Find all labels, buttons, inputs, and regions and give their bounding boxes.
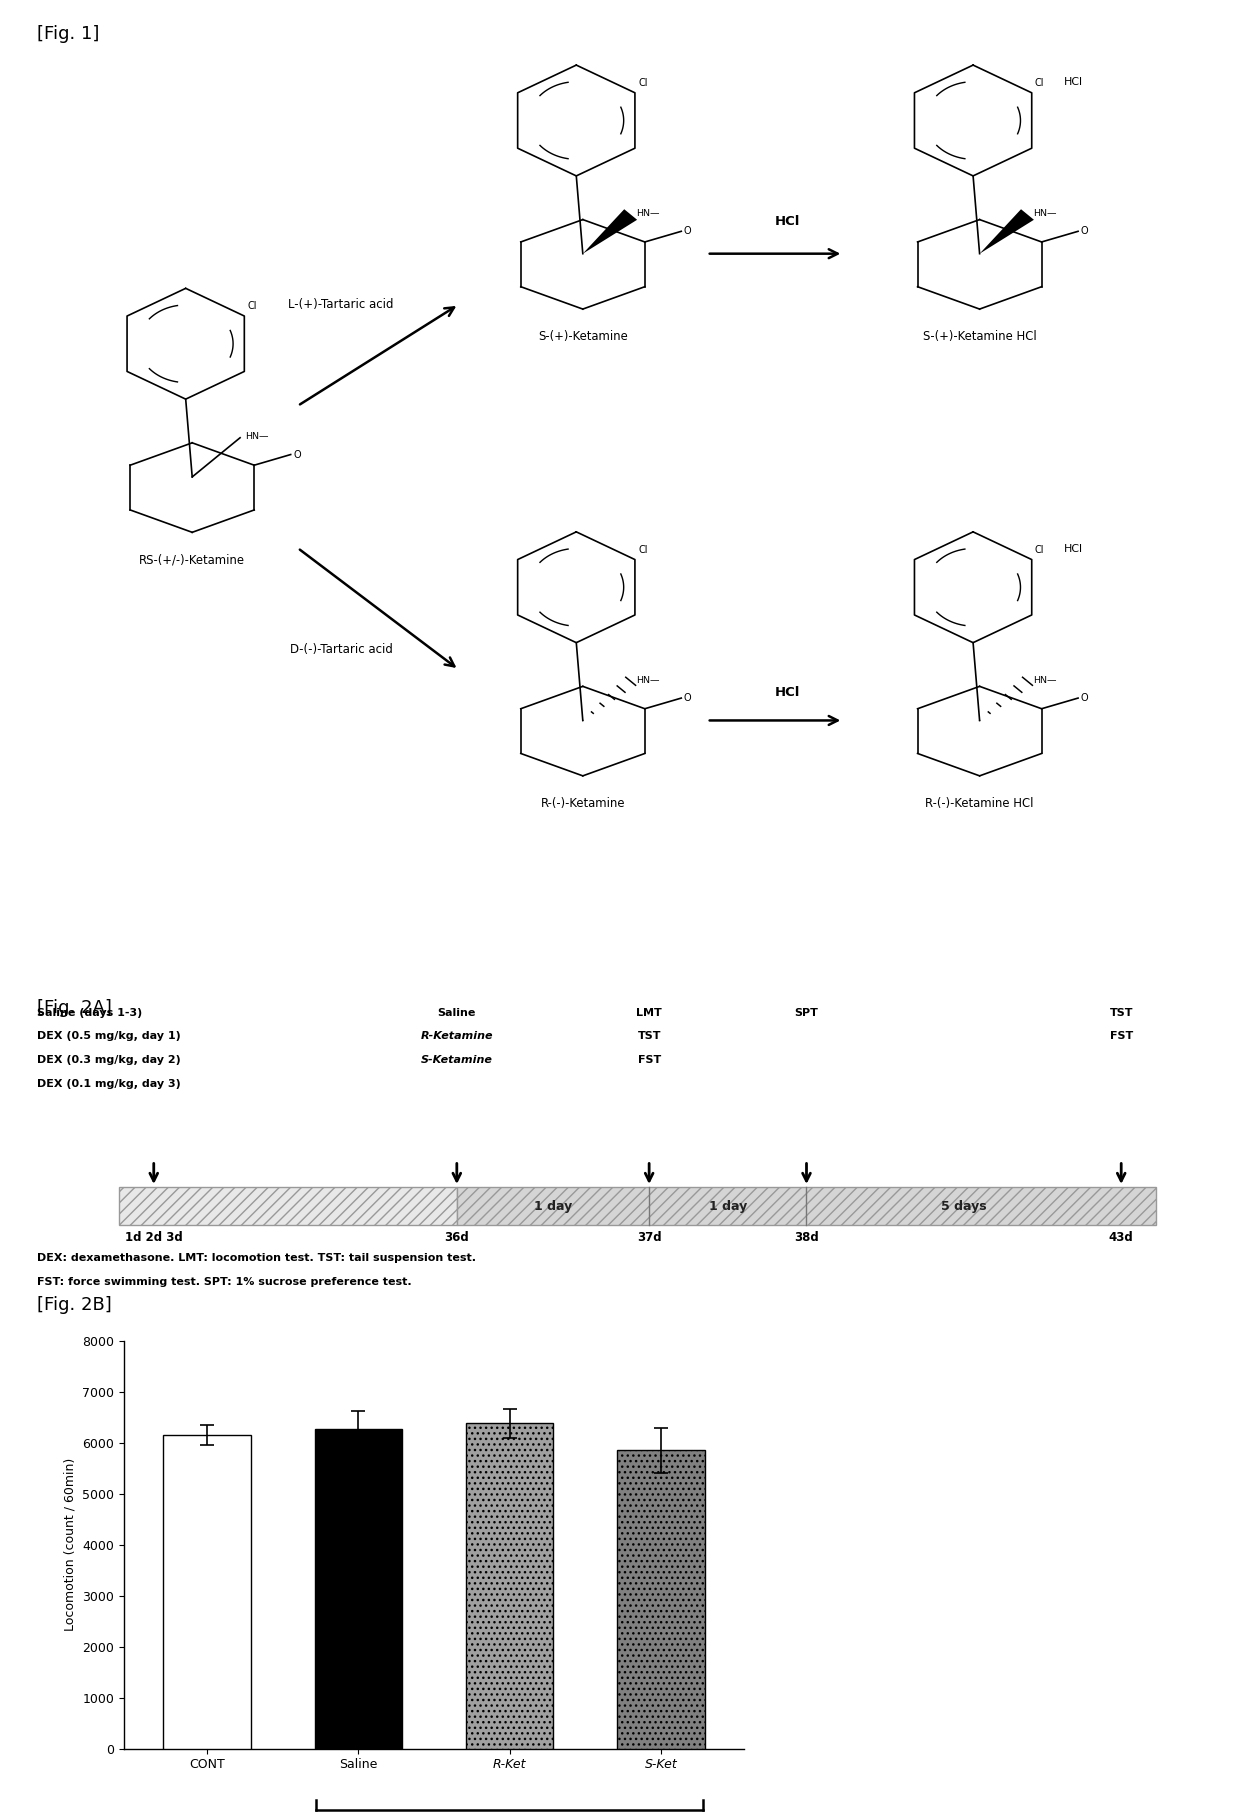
Text: HN—: HN— (1033, 676, 1056, 685)
Text: [Fig. 1]: [Fig. 1] (37, 25, 99, 43)
Text: Cl: Cl (1035, 78, 1044, 89)
Text: L-(+)-Tartaric acid: L-(+)-Tartaric acid (288, 297, 394, 312)
Text: HCl: HCl (1064, 544, 1084, 554)
Text: HN—: HN— (636, 208, 660, 217)
Text: O: O (684, 692, 692, 703)
Text: [Fig. 2B]: [Fig. 2B] (37, 1296, 112, 1314)
Text: DEX (0.3 mg/kg, day 2): DEX (0.3 mg/kg, day 2) (37, 1055, 181, 1065)
Text: 37d: 37d (637, 1230, 661, 1243)
Text: 36d: 36d (444, 1230, 469, 1243)
Text: HCl: HCl (775, 685, 800, 699)
Text: Saline: Saline (438, 1007, 476, 1018)
Bar (315, 1430, 402, 1749)
Bar (164, 1435, 250, 1749)
Text: FST: force swimming test. SPT: 1% sucrose preference test.: FST: force swimming test. SPT: 1% sucros… (37, 1277, 412, 1287)
Text: S-Ketamine: S-Ketamine (420, 1055, 492, 1065)
Text: 1 day: 1 day (709, 1200, 746, 1212)
Text: HN—: HN— (636, 676, 660, 685)
Text: HN—: HN— (1033, 208, 1056, 217)
Polygon shape (980, 208, 1034, 254)
Text: R-(-)-Ketamine HCl: R-(-)-Ketamine HCl (925, 797, 1034, 810)
Text: Cl: Cl (1035, 545, 1044, 554)
Y-axis label: Locomotion (count / 60min): Locomotion (count / 60min) (63, 1459, 77, 1631)
Text: SPT: SPT (795, 1007, 818, 1018)
Text: 43d: 43d (1109, 1230, 1133, 1243)
Text: 5 days: 5 days (941, 1200, 987, 1212)
FancyBboxPatch shape (119, 1187, 456, 1225)
Text: Cl: Cl (639, 545, 647, 554)
Text: FST: FST (637, 1055, 661, 1065)
Text: 1d 2d 3d: 1d 2d 3d (125, 1230, 182, 1243)
Text: HN—: HN— (246, 433, 269, 440)
Text: Cl: Cl (248, 301, 257, 312)
Text: O: O (1081, 692, 1089, 703)
Text: RS-(+/-)-Ketamine: RS-(+/-)-Ketamine (139, 554, 246, 567)
Text: DEX (0.1 mg/kg, day 3): DEX (0.1 mg/kg, day 3) (37, 1078, 181, 1089)
Polygon shape (583, 208, 637, 254)
Text: O: O (684, 226, 692, 236)
Text: R-(-)-Ketamine: R-(-)-Ketamine (541, 797, 625, 810)
Text: O: O (1081, 226, 1089, 236)
Bar (618, 1450, 704, 1749)
FancyBboxPatch shape (456, 1187, 1156, 1225)
Text: 38d: 38d (794, 1230, 818, 1243)
Text: 1 day: 1 day (534, 1200, 572, 1212)
Text: TST: TST (637, 1031, 661, 1042)
Text: HCl: HCl (775, 214, 800, 228)
Bar (466, 1424, 553, 1749)
Text: DEX: dexamethasone. LMT: locomotion test. TST: tail suspension test.: DEX: dexamethasone. LMT: locomotion test… (37, 1254, 476, 1263)
Text: TST: TST (1110, 1007, 1133, 1018)
Text: [Fig. 2A]: [Fig. 2A] (37, 998, 112, 1017)
Text: D-(-)-Tartaric acid: D-(-)-Tartaric acid (290, 643, 392, 656)
Text: Cl: Cl (639, 78, 647, 89)
Text: R-Ketamine: R-Ketamine (420, 1031, 494, 1042)
Text: S-(+)-Ketamine HCl: S-(+)-Ketamine HCl (923, 330, 1037, 344)
Text: HCl: HCl (1064, 78, 1084, 87)
Text: S-(+)-Ketamine: S-(+)-Ketamine (538, 330, 627, 344)
Text: DEX (0.5 mg/kg, day 1): DEX (0.5 mg/kg, day 1) (37, 1031, 181, 1042)
Text: Saline (days 1-3): Saline (days 1-3) (37, 1007, 143, 1018)
Text: O: O (294, 449, 301, 460)
Text: LMT: LMT (636, 1007, 662, 1018)
Text: FST: FST (1110, 1031, 1133, 1042)
